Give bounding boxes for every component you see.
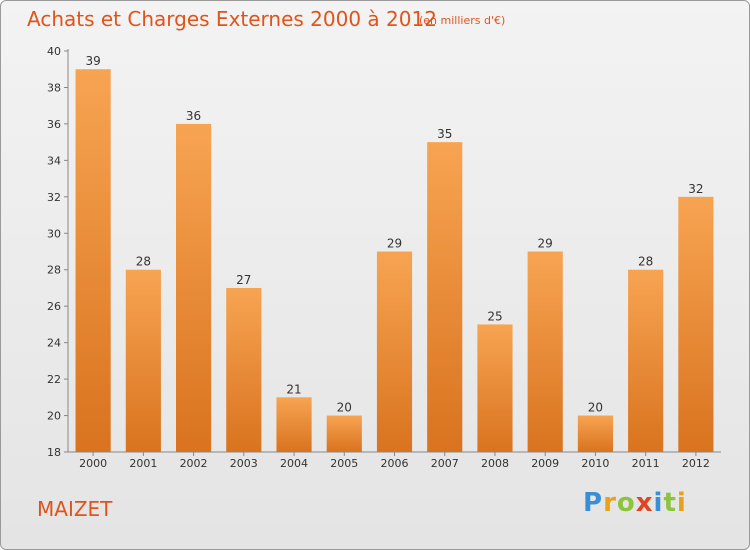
chart-subtitle: (en milliers d'€): [419, 14, 506, 27]
bar: [678, 196, 714, 452]
x-tick-label: 2011: [632, 457, 660, 470]
data-label: 29: [538, 237, 553, 251]
x-tick-label: 2008: [481, 457, 509, 470]
x-tick-label: 2009: [531, 457, 559, 470]
y-tick-label: 38: [47, 81, 61, 94]
data-label: 20: [588, 401, 603, 415]
x-tick-label: 2010: [581, 457, 609, 470]
bar: [427, 142, 463, 453]
data-label: 35: [437, 127, 452, 141]
y-tick-label: 20: [47, 410, 61, 423]
logo-letter: t: [663, 488, 677, 518]
data-label: 29: [387, 237, 402, 251]
data-label: 25: [487, 309, 502, 323]
x-tick-label: 2002: [180, 457, 208, 470]
data-label: 32: [688, 182, 703, 196]
x-tick-label: 2000: [79, 457, 107, 470]
x-tick-label: 2005: [330, 457, 358, 470]
data-label: 28: [136, 255, 151, 269]
y-tick-label: 26: [47, 300, 61, 313]
data-label: 21: [286, 382, 301, 396]
y-tick-label: 24: [47, 337, 61, 350]
proxiti-logo: Proxiti: [583, 488, 687, 518]
y-tick-label: 18: [47, 446, 61, 459]
data-label: 20: [337, 401, 352, 415]
x-tick-label: 2006: [381, 457, 409, 470]
bar: [527, 251, 563, 452]
bar: [75, 69, 111, 453]
data-label: 28: [638, 255, 653, 269]
x-tick-label: 2001: [129, 457, 157, 470]
y-tick-label: 30: [47, 227, 61, 240]
bar: [577, 415, 614, 452]
chart-title: Achats et Charges Externes 2000 à 2012: [27, 7, 437, 31]
logo-letter: i: [676, 488, 687, 518]
x-tick-label: 2007: [431, 457, 459, 470]
bar: [326, 415, 362, 452]
data-label: 39: [85, 54, 100, 68]
bar: [477, 324, 513, 452]
x-tick-label: 2003: [230, 457, 258, 470]
bar: [276, 397, 312, 452]
y-tick-label: 22: [47, 373, 61, 386]
y-tick-label: 32: [47, 191, 61, 204]
bar: [125, 269, 161, 452]
y-tick-label: 28: [47, 264, 61, 277]
bar: [628, 269, 664, 452]
y-tick-label: 34: [47, 154, 61, 167]
commune-name: MAIZET: [37, 497, 113, 521]
logo-letter: x: [635, 488, 654, 518]
data-label: 36: [186, 109, 201, 123]
data-label: 27: [236, 273, 251, 287]
x-tick-label: 2004: [280, 457, 308, 470]
logo-letter: o: [616, 488, 636, 518]
bar: [376, 251, 413, 452]
bar: [175, 123, 212, 452]
y-tick-label: 36: [47, 118, 61, 131]
y-tick-label: 40: [47, 45, 61, 58]
x-tick-label: 2012: [682, 457, 710, 470]
logo-letter: i: [653, 488, 664, 518]
bar: [226, 287, 262, 452]
logo-letter: r: [603, 488, 617, 518]
logo-letter: P: [583, 488, 604, 518]
